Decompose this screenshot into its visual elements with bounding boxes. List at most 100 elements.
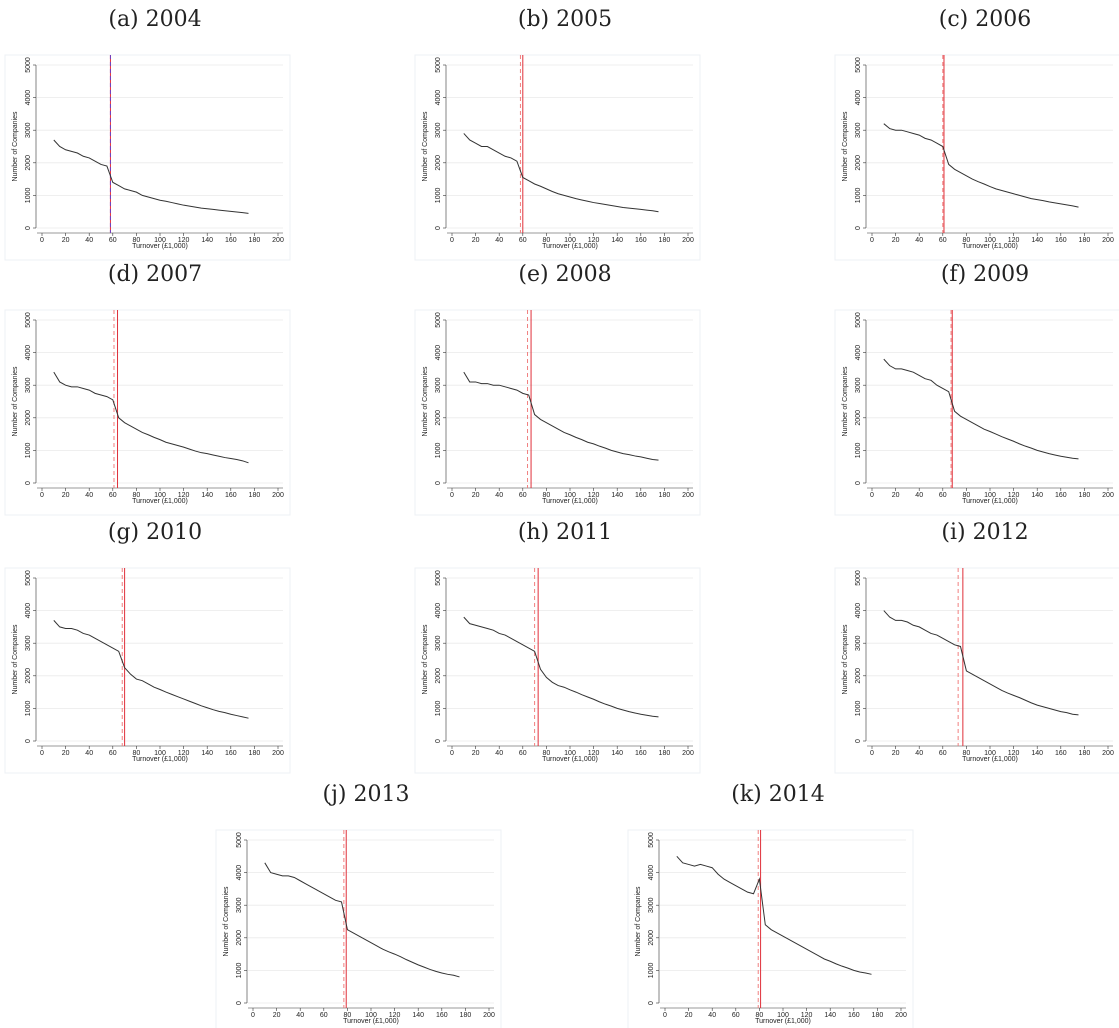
x-tick-label: 40 xyxy=(915,492,923,499)
x-tick-label: 100 xyxy=(984,750,996,757)
y-tick-label: 3000 xyxy=(25,635,32,651)
x-tick-label: 140 xyxy=(1031,237,1043,244)
panel-title: (j) 2013 xyxy=(323,782,410,807)
y-tick-label: 1000 xyxy=(25,188,32,204)
x-tick-label: 160 xyxy=(225,750,237,757)
x-tick-label: 120 xyxy=(588,750,600,757)
y-tick-label: 0 xyxy=(435,481,442,485)
y-tick-label: 3000 xyxy=(25,377,32,393)
y-tick-label: 0 xyxy=(855,739,862,743)
x-axis-label: Turnover (£1,000) xyxy=(542,756,598,763)
x-tick-label: 160 xyxy=(848,1012,860,1019)
y-tick-label: 4000 xyxy=(648,865,655,881)
y-tick-label: 1000 xyxy=(855,443,862,459)
x-tick-label: 80 xyxy=(543,750,551,757)
y-tick-label: 0 xyxy=(435,226,442,230)
y-tick-label: 3000 xyxy=(435,122,442,138)
y-tick-label: 4000 xyxy=(25,603,32,619)
y-tick-label: 3000 xyxy=(855,122,862,138)
x-tick-label: 20 xyxy=(273,1012,281,1019)
x-axis-label: Turnover (£1,000) xyxy=(755,1018,811,1025)
x-tick-label: 80 xyxy=(543,492,551,499)
y-tick-label: 1000 xyxy=(855,188,862,204)
x-tick-label: 100 xyxy=(365,1012,377,1019)
x-tick-label: 200 xyxy=(483,1012,495,1019)
panel: 0 1000 2000 3000 4000 5000 0 20 40 60 80 100 120 140 1… xyxy=(4,567,291,774)
y-axis-label: Number of Companies xyxy=(422,366,429,437)
data-line xyxy=(264,862,460,978)
x-axis-label: Turnover (£1,000) xyxy=(343,1018,399,1025)
x-tick-label: 20 xyxy=(685,1012,693,1019)
x-tick-label: 0 xyxy=(251,1012,255,1019)
y-tick-label: 5000 xyxy=(855,570,862,586)
x-tick-label: 200 xyxy=(682,492,694,499)
x-tick-label: 200 xyxy=(272,750,284,757)
y-tick-label: 2000 xyxy=(435,668,442,684)
panel: 0 1000 2000 3000 4000 5000 0 20 40 60 80 100 120 140 1… xyxy=(215,829,502,1028)
data-line xyxy=(463,616,659,718)
x-tick-label: 100 xyxy=(984,237,996,244)
y-axis-label: Number of Companies xyxy=(842,624,849,695)
x-tick-label: 100 xyxy=(154,750,166,757)
y-tick-label: 4000 xyxy=(435,90,442,106)
x-tick-label: 0 xyxy=(450,237,454,244)
y-tick-label: 2000 xyxy=(855,668,862,684)
y-tick-label: 0 xyxy=(25,481,32,485)
x-tick-label: 200 xyxy=(1102,492,1114,499)
y-tick-label: 0 xyxy=(25,739,32,743)
y-tick-label: 1000 xyxy=(435,188,442,204)
x-tick-label: 0 xyxy=(870,237,874,244)
y-tick-label: 1000 xyxy=(25,443,32,459)
y-tick-label: 1000 xyxy=(648,963,655,979)
panel: 0 1000 2000 3000 4000 5000 0 20 40 60 80 100 120 140 1… xyxy=(834,567,1119,774)
x-tick-label: 80 xyxy=(133,492,141,499)
x-tick-label: 140 xyxy=(611,492,623,499)
x-tick-label: 40 xyxy=(495,750,503,757)
data-line xyxy=(463,133,659,213)
data-line xyxy=(53,371,249,464)
x-tick-label: 160 xyxy=(635,492,647,499)
x-tick-label: 0 xyxy=(870,750,874,757)
y-tick-label: 3000 xyxy=(648,897,655,913)
x-tick-label: 0 xyxy=(450,750,454,757)
x-tick-label: 140 xyxy=(611,237,623,244)
x-tick-label: 40 xyxy=(708,1012,716,1019)
y-tick-label: 3000 xyxy=(435,635,442,651)
x-tick-label: 20 xyxy=(892,750,900,757)
x-tick-label: 60 xyxy=(109,237,117,244)
y-tick-label: 2000 xyxy=(648,930,655,946)
y-tick-label: 5000 xyxy=(648,832,655,848)
x-tick-label: 60 xyxy=(939,237,947,244)
x-axis-label: Turnover (£1,000) xyxy=(962,243,1018,250)
x-tick-label: 0 xyxy=(40,492,44,499)
y-tick-label: 1000 xyxy=(435,443,442,459)
x-tick-label: 180 xyxy=(872,1012,884,1019)
y-axis-label: Number of Companies xyxy=(635,886,642,957)
y-tick-label: 2000 xyxy=(25,410,32,426)
x-tick-label: 80 xyxy=(963,237,971,244)
y-axis-label: Number of Companies xyxy=(842,366,849,437)
x-tick-label: 140 xyxy=(1031,492,1043,499)
x-tick-label: 80 xyxy=(963,750,971,757)
y-tick-label: 0 xyxy=(855,226,862,230)
panel-title: (g) 2010 xyxy=(108,520,202,545)
x-tick-label: 180 xyxy=(460,1012,472,1019)
y-axis-label: Number of Companies xyxy=(842,111,849,182)
x-tick-label: 40 xyxy=(915,237,923,244)
panel-bg xyxy=(215,829,502,1028)
y-tick-label: 5000 xyxy=(25,570,32,586)
x-tick-label: 140 xyxy=(412,1012,424,1019)
x-tick-label: 60 xyxy=(519,237,527,244)
y-tick-label: 0 xyxy=(25,226,32,230)
y-tick-label: 4000 xyxy=(25,345,32,361)
x-tick-label: 60 xyxy=(519,750,527,757)
x-tick-label: 120 xyxy=(588,237,600,244)
panel: 0 1000 2000 3000 4000 5000 0 20 40 60 80 100 120 140 1… xyxy=(627,829,914,1028)
x-tick-label: 20 xyxy=(62,237,70,244)
x-tick-label: 180 xyxy=(659,237,671,244)
panel-bg xyxy=(414,54,701,261)
y-tick-label: 2000 xyxy=(435,410,442,426)
x-tick-label: 140 xyxy=(201,492,213,499)
y-tick-label: 5000 xyxy=(855,312,862,328)
